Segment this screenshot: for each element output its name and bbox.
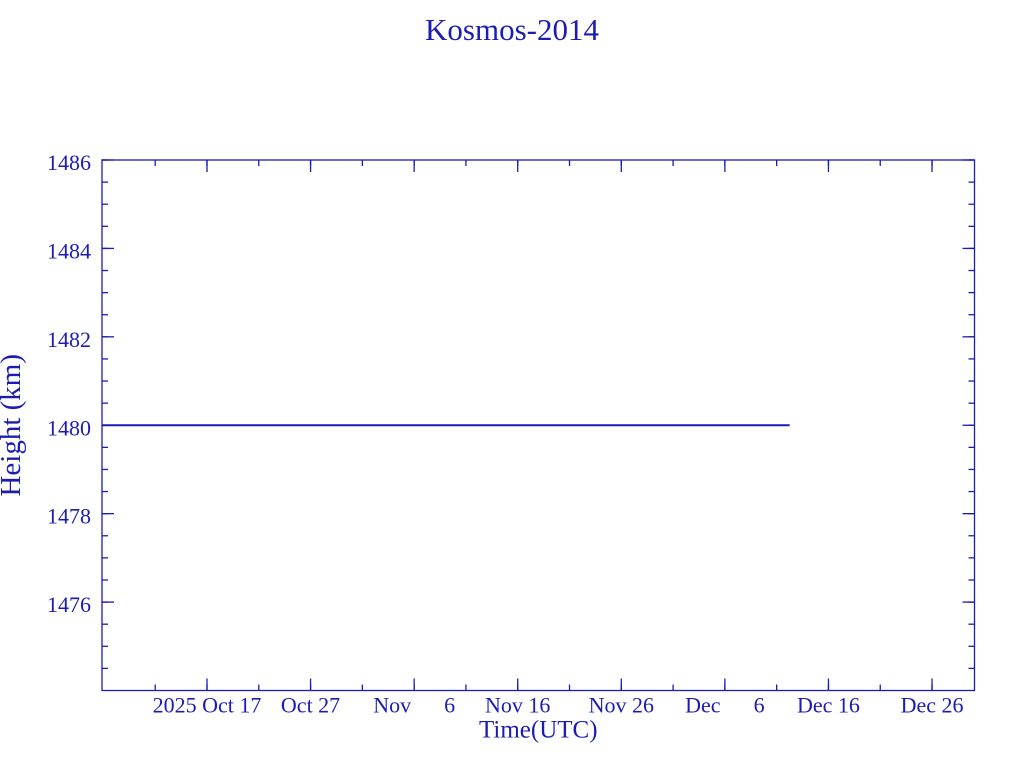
svg-text:Nov 26: Nov 26 <box>589 693 654 718</box>
svg-text:Dec 26: Dec 26 <box>901 693 964 718</box>
svg-text:Time(UTC): Time(UTC) <box>479 717 598 744</box>
svg-text:1478: 1478 <box>47 504 91 529</box>
svg-text:2025 Oct 17: 2025 Oct 17 <box>153 693 262 718</box>
svg-text:Height (km): Height (km) <box>0 354 27 497</box>
svg-text:1486: 1486 <box>47 150 91 175</box>
svg-text:Dec 6: Dec 6 <box>685 693 764 718</box>
svg-text:Oct 27: Oct 27 <box>281 693 340 718</box>
svg-text:Dec 16: Dec 16 <box>797 693 860 718</box>
svg-text:1480: 1480 <box>47 415 91 440</box>
svg-text:Nov 16: Nov 16 <box>485 693 550 718</box>
svg-text:Nov 6: Nov 6 <box>373 693 455 718</box>
svg-text:1482: 1482 <box>47 327 91 352</box>
svg-text:1476: 1476 <box>47 592 91 617</box>
svg-text:Kosmos-2014: Kosmos-2014 <box>425 12 599 47</box>
svg-text:1484: 1484 <box>47 238 91 263</box>
